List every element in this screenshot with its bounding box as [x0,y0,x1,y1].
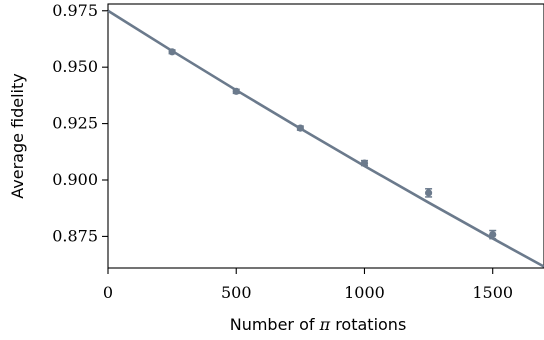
data-point [489,231,497,239]
y-axis-title: Average fidelity [8,73,27,199]
plot-frame [107,3,544,269]
data-point [360,159,369,167]
x-tick-label: 1000 [344,283,385,302]
data-point [232,87,240,95]
plot-area [107,3,544,269]
y-tick-label: 0.875 [52,226,98,245]
y-tick-label: 0.900 [52,170,98,189]
data-point [296,124,304,132]
data-point [168,48,176,56]
y-tick-label: 0.925 [52,114,98,133]
x-axis-title-prefix: Number of [230,315,320,334]
x-tick-label: 1500 [472,283,513,302]
data-point [424,189,433,197]
x-axis-title-symbol: π [319,315,331,334]
x-axis-title-suffix: rotations [330,315,406,334]
y-tick-label: 0.950 [52,57,98,76]
x-axis-ticks: 0 500 1000 1500 [103,268,513,302]
y-tick-label: 0.975 [52,1,98,20]
fit-line [107,9,544,268]
x-tick-label: 500 [221,283,252,302]
x-tick-label: 0 [103,283,113,302]
y-axis-ticks: 0.875 0.900 0.925 0.950 0.975 [52,1,108,245]
x-axis-title: Number of π rotations [230,315,407,334]
